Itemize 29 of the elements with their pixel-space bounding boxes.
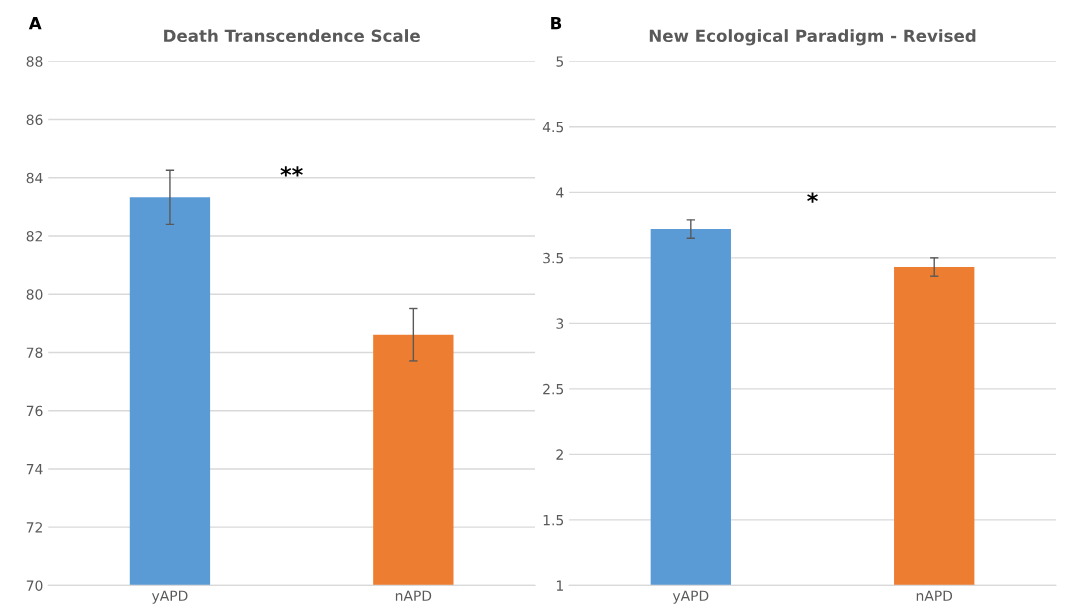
y-tick-label: 88 [26,56,43,67]
y-tick-label: 5 [556,56,564,67]
y-tick-label: 70 [26,580,43,591]
y-tick-label: 3.5 [543,252,564,264]
y-tick-label: 2.5 [543,383,564,395]
text: A [28,17,42,30]
annotation: * [807,192,818,203]
y-tick-label: 3 [556,318,564,329]
x-tick-label: nAPD [916,590,953,601]
y-tick-label: 86 [26,114,43,126]
x-tick-label: yAPD [672,590,709,604]
annotation: ** [280,166,303,177]
y-tick-label: 74 [26,464,43,475]
y-tick-label: 72 [26,522,42,533]
y-tick-label: 4 [556,187,564,198]
x-tick-label: yAPD [151,590,188,604]
text: B [551,17,562,30]
y-tick-label: 84 [26,172,43,184]
y-tick-label: 1 [556,580,563,591]
y-tick-label: 82 [26,230,42,242]
y-tick-label: 4.5 [542,121,564,133]
y-tick-label: 76 [26,405,43,417]
y-tick-label: 78 [26,347,43,358]
chart-title: New Ecological Paradigm - Revised [649,29,976,46]
chart-title: Death Transcendence Scale [164,29,420,43]
y-tick-label: 80 [26,289,43,300]
y-tick-label: 1.5 [543,515,564,526]
x-tick-label: nAPD [395,590,432,601]
y-tick-label: 2 [556,449,563,460]
